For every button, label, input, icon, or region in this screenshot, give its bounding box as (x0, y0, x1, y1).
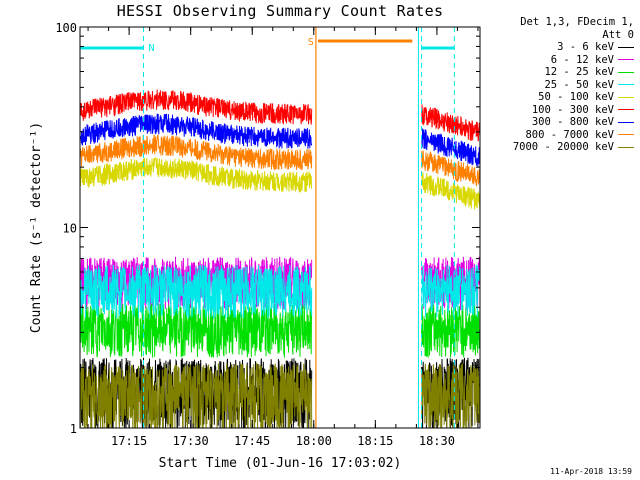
legend-entry-label: 12 - 25 keV (544, 66, 614, 78)
series-12-25-kev (80, 303, 480, 358)
night-flag-label: N (148, 43, 154, 54)
series-trace (80, 134, 313, 171)
series-800-7000-kev (80, 134, 480, 187)
legend: Det 1,3, FDecim 1, Att 0 3 - 6 keV 6 - 12… (470, 16, 634, 154)
series-300-800-kev (80, 113, 480, 168)
x-axis-label: Start Time (01-Jun-16 17:03:02) (159, 456, 402, 471)
y-axis-label: Count Rate (s⁻¹ detector⁻¹) (29, 122, 44, 333)
x-tick-label: 17:30 (173, 434, 209, 448)
x-tick-label: 18:00 (296, 434, 332, 448)
legend-entry: 7000 - 20000 keV (470, 141, 634, 154)
legend-entry: 12 - 25 keV (470, 66, 634, 79)
series-trace (421, 128, 480, 168)
attenuator-label: S (308, 37, 314, 48)
legend-entry: 800 - 7000 keV (470, 129, 634, 142)
legend-entry: 25 - 50 keV (470, 79, 634, 92)
legend-header-line-2: Att 0 (602, 28, 634, 41)
legend-entry: 300 - 800 keV (470, 116, 634, 129)
legend-swatch (618, 84, 634, 86)
chart-title: HESSI Observing Summary Count Rates (116, 2, 444, 20)
x-tick-label: 18:15 (357, 434, 393, 448)
generation-timestamp: 11-Apr-2018 13:59 (550, 467, 632, 476)
series-25-50-kev (80, 264, 480, 319)
legend-entry: 50 - 100 keV (470, 91, 634, 104)
series-trace (80, 264, 313, 319)
legend-header-line-1: Det 1,3, FDecim 1, (520, 16, 634, 28)
series-trace (421, 104, 480, 142)
legend-entry-label: 3 - 6 keV (557, 41, 614, 53)
legend-swatch (618, 134, 634, 136)
legend-entry-label: 800 - 7000 keV (525, 128, 614, 141)
series-trace (80, 113, 313, 149)
legend-swatch (618, 121, 634, 123)
legend-entry: 100 - 300 keV (470, 104, 634, 117)
legend-entry-label: 25 - 50 keV (544, 78, 614, 91)
series-trace (80, 362, 313, 428)
series-trace (421, 172, 480, 210)
legend-entry-label: 300 - 800 keV (531, 116, 614, 128)
x-tick-label: 17:15 (111, 434, 147, 448)
legend-entry-label: 50 - 100 keV (538, 91, 614, 103)
legend-swatch (618, 96, 634, 98)
legend-entry-label: 6 - 12 keV (550, 53, 614, 66)
plot-frame (79, 26, 481, 429)
series-trace (80, 157, 313, 193)
plot-area (80, 27, 480, 428)
series-trace (421, 150, 480, 187)
series-trace (421, 264, 480, 318)
series-trace (80, 303, 313, 358)
legend-swatch (618, 59, 634, 61)
series-trace (80, 89, 313, 125)
x-tick-label: 17:45 (234, 434, 270, 448)
legend-swatch (618, 146, 634, 148)
y-tick-label: 100 (55, 21, 77, 35)
x-tick-label: 18:30 (419, 434, 455, 448)
y-tick-label: 10 (63, 222, 77, 236)
legend-entry-label: 100 - 300 keV (531, 103, 614, 116)
series-50-100-kev (80, 157, 480, 210)
legend-entry: 3 - 6 keV (470, 41, 634, 54)
series-trace (421, 303, 480, 358)
legend-entry-label: 7000 - 20000 keV (512, 141, 614, 153)
series-100-300-kev (80, 89, 480, 142)
legend-swatch (618, 109, 634, 111)
legend-swatch (618, 46, 634, 48)
y-tick-label: 1 (70, 422, 77, 436)
legend-entry: 6 - 12 keV (470, 54, 634, 67)
series-trace (421, 363, 480, 428)
series-7000-20000-kev (80, 362, 480, 428)
legend-swatch (618, 71, 634, 73)
